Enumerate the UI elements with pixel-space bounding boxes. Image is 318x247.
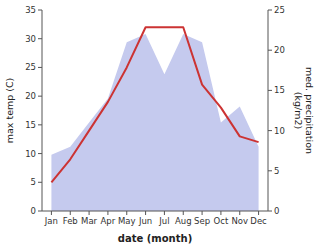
y-tick-label: 30 xyxy=(25,34,36,44)
y-tick xyxy=(38,38,42,39)
x-tick xyxy=(183,211,184,215)
y-tick-label: 0 xyxy=(31,206,36,216)
y-tick-label: 20 xyxy=(25,91,36,101)
y-tick-label: 25 xyxy=(25,62,36,72)
plot-area xyxy=(51,27,258,211)
x-tick-label: Aug xyxy=(175,216,192,226)
y-tick xyxy=(38,182,42,183)
x-tick xyxy=(164,211,165,215)
temperature-line xyxy=(51,27,258,182)
x-tick-label: Sep xyxy=(194,216,210,226)
y-tick-label: 35 xyxy=(25,5,36,15)
x-tick xyxy=(145,211,146,215)
x-tick-label: Apr xyxy=(101,216,116,226)
x-tick-label: Mar xyxy=(81,216,98,226)
chart: 051015202530350510152025JanFebMarAprMayJ… xyxy=(0,0,318,247)
y2-tick-label: 15 xyxy=(274,85,285,95)
y-tick xyxy=(38,67,42,68)
y-axis-line xyxy=(42,10,43,211)
y-tick-label: 15 xyxy=(25,120,36,130)
y2-tick-label: 20 xyxy=(274,45,285,55)
x-tick-label: Nov xyxy=(231,216,248,226)
x-tick xyxy=(220,211,221,215)
y-axis-label: max temp (C) xyxy=(4,78,15,144)
x-tick xyxy=(126,211,127,215)
y2-tick-label: 10 xyxy=(274,126,285,136)
precipitation-area xyxy=(51,34,258,211)
y2-tick-label: 5 xyxy=(274,166,279,176)
x-axis-label: date (month) xyxy=(118,233,192,244)
x-axis-line xyxy=(42,211,268,212)
y-tick-label: 5 xyxy=(31,177,36,187)
y2-axis-label: med. precipitation(kg/m2) xyxy=(293,67,315,154)
y2-tick xyxy=(268,10,272,11)
x-tick xyxy=(89,211,90,215)
x-tick-label: Jan xyxy=(44,216,58,226)
y-tick xyxy=(38,96,42,97)
x-tick-label: Jun xyxy=(138,216,152,226)
y2-tick xyxy=(268,170,272,171)
y2-axis-line xyxy=(268,10,269,211)
x-tick-label: Feb xyxy=(63,216,78,226)
x-tick xyxy=(70,211,71,215)
y2-tick-label: 0 xyxy=(274,206,279,216)
y-tick xyxy=(38,10,42,11)
y2-tick xyxy=(268,50,272,51)
y2-tick-label: 25 xyxy=(274,5,285,15)
y-tick-label: 10 xyxy=(25,149,36,159)
x-tick-label: Oct xyxy=(214,216,229,226)
x-tick xyxy=(107,211,108,215)
y2-axis-label-line: med. precipitation xyxy=(304,67,315,154)
y2-axis-label-line: (kg/m2) xyxy=(293,92,304,129)
y-tick xyxy=(38,211,42,212)
chart-container: 051015202530350510152025JanFebMarAprMayJ… xyxy=(0,0,318,247)
x-tick-label: Jul xyxy=(158,216,169,226)
y-tick xyxy=(38,124,42,125)
x-tick xyxy=(51,211,52,215)
y2-tick xyxy=(268,90,272,91)
x-tick xyxy=(258,211,259,215)
x-tick xyxy=(202,211,203,215)
x-tick-label: Dec xyxy=(250,216,267,226)
y2-tick xyxy=(268,211,272,212)
x-tick xyxy=(239,211,240,215)
y2-tick xyxy=(268,130,272,131)
y-tick xyxy=(38,153,42,154)
x-tick-label: May xyxy=(118,216,136,226)
